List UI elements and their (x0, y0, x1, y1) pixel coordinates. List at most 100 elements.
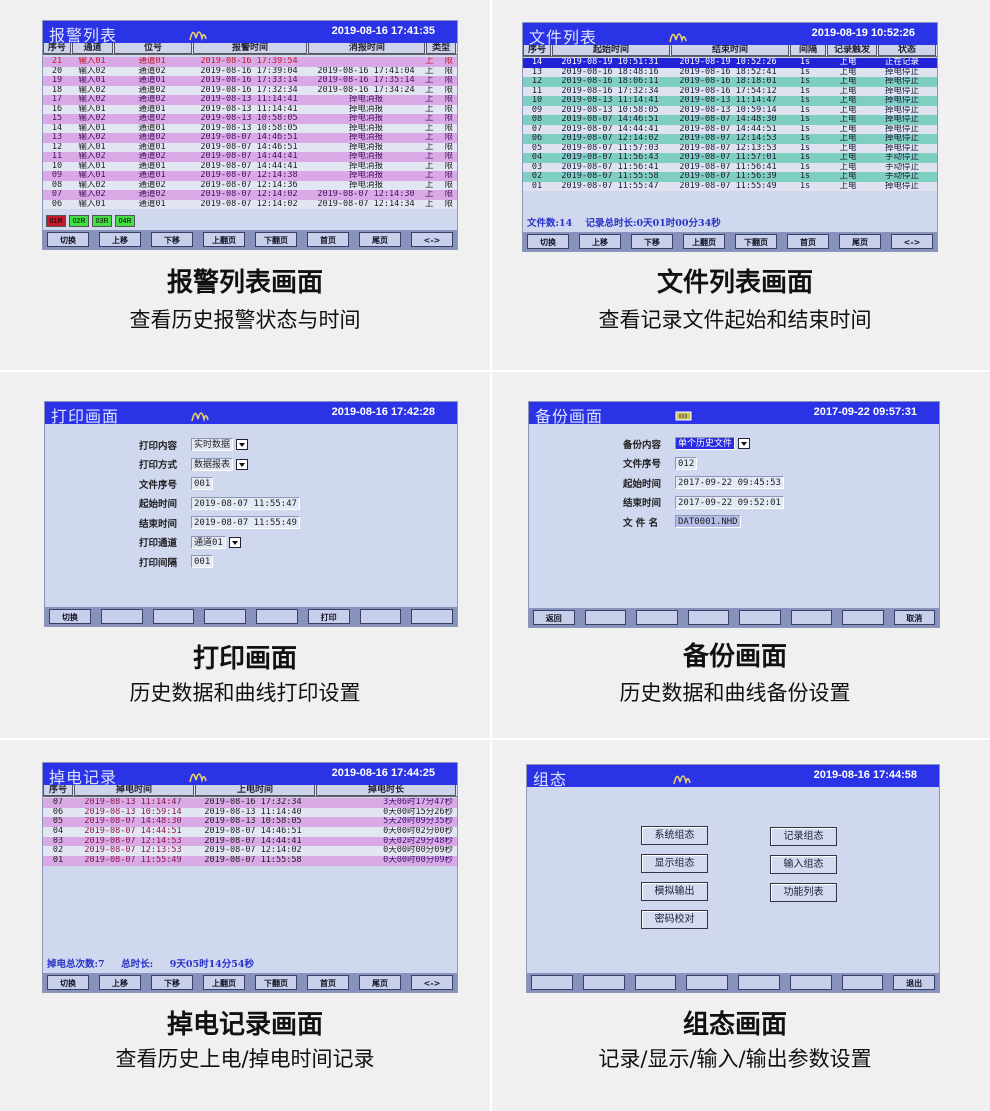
dropdown-arrow-icon[interactable] (236, 458, 249, 470)
column-header[interactable]: 结束时间 (671, 45, 789, 56)
table-row[interactable]: 10 输入01 通道01 2019-08-07 14:44:41 掉电消报 上限 (43, 161, 457, 171)
table-row[interactable]: 20 输入02 通道02 2019-08-16 17:39:04 2019-08-16 … (43, 66, 457, 76)
column-header[interactable]: 起始时间 (552, 45, 670, 56)
table-row[interactable]: 09 输入01 通道01 2019-08-07 12:14:38 掉电消报 上限 (43, 171, 457, 181)
softkey-button-1[interactable]: 切换 (47, 975, 89, 990)
input-field[interactable]: 001 (191, 555, 214, 569)
input-field[interactable]: 2019-08-07 11:55:47 (191, 496, 300, 510)
column-header[interactable]: 掉电时长 (316, 785, 456, 796)
config-menu-button[interactable]: 系统组态 (641, 826, 708, 845)
softkey-button-2[interactable]: 上移 (579, 234, 621, 249)
softkey-button-3[interactable] (636, 610, 678, 625)
config-menu-button[interactable]: 功能列表 (770, 883, 837, 902)
input-field[interactable]: 012 (675, 456, 698, 470)
softkey-button-4[interactable] (204, 609, 246, 624)
softkey-button-6[interactable] (789, 975, 832, 990)
select-field[interactable]: 实时数据 (191, 438, 234, 452)
table-row[interactable]: 05 2019-08-07 14:48:30 2019-08-13 10:58:05… (43, 817, 457, 828)
softkey-button-4[interactable]: 上翻页 (203, 975, 245, 990)
column-header[interactable]: 记录触发 (827, 45, 877, 56)
input-field[interactable]: 001 (191, 477, 214, 491)
column-header[interactable]: 序号 (523, 45, 551, 56)
softkey-button-2[interactable] (582, 975, 625, 990)
softkey-button-5[interactable] (739, 610, 781, 625)
softkey-button-4[interactable] (686, 975, 728, 990)
table-row[interactable]: 10 2019-08-13 11:14:41 2019-08-13 11:14:47… (523, 96, 937, 106)
column-header[interactable]: 位号 (114, 43, 192, 54)
softkey-button-8[interactable]: <-> (411, 975, 453, 990)
softkey-button-5[interactable]: 下翻页 (735, 234, 777, 249)
table-row[interactable]: 06 2019-08-13 10:59:14 2019-08-13 11:14:40… (43, 807, 457, 818)
table-row[interactable]: 11 输入02 通道02 2019-08-07 14:44:41 掉电消报 上限 (43, 152, 457, 162)
softkey-button-2[interactable]: 上移 (99, 975, 141, 990)
softkey-button-8[interactable]: 退出 (893, 975, 935, 990)
column-header[interactable]: 报警时间 (192, 43, 308, 54)
select-field[interactable]: 通道01 (191, 535, 226, 549)
dropdown-arrow-icon[interactable] (236, 439, 249, 451)
config-menu-button[interactable]: 密码校对 (641, 910, 708, 929)
config-menu-button[interactable]: 模拟输出 (641, 882, 708, 901)
softkey-button-2[interactable] (100, 609, 143, 624)
dropdown-arrow-icon[interactable] (738, 438, 751, 450)
column-header[interactable]: 掉电时间 (74, 785, 194, 796)
softkey-button-5[interactable]: 下翻页 (255, 232, 297, 247)
table-row[interactable]: 05 2019-08-07 11:57:03 2019-08-07 12:13:53… (523, 143, 937, 153)
softkey-button-5[interactable] (256, 609, 298, 624)
softkey-button-6[interactable]: 首页 (307, 975, 349, 990)
table-row[interactable]: 06 输入01 通道01 2019-08-07 12:14:02 2019-08-07 … (43, 199, 457, 209)
softkey-button-8[interactable] (411, 609, 453, 624)
table-row[interactable]: 06 2019-08-07 12:14:02 2019-08-07 12:14:53… (523, 134, 937, 144)
softkey-button-1[interactable]: 切换 (47, 232, 89, 247)
table-row[interactable]: 14 输入01 通道01 2019-08-13 10:58:05 掉电消报 上限 (43, 123, 457, 133)
softkey-button-2[interactable] (584, 610, 626, 625)
select-field[interactable]: 单个历史文件 (675, 437, 736, 451)
table-row[interactable]: 12 2019-08-16 18:06:11 2019-08-16 18:18:01… (523, 77, 937, 87)
table-row[interactable]: 14 2019-08-19 10:51:31 2019-08-19 10:52:26… (523, 58, 937, 68)
softkey-button-5[interactable] (738, 975, 780, 990)
softkey-button-4[interactable] (687, 610, 729, 625)
softkey-button-3[interactable]: 下移 (151, 232, 193, 247)
softkey-button-1[interactable] (531, 975, 573, 990)
column-header[interactable]: 状态 (878, 45, 936, 56)
softkey-button-8[interactable]: <-> (891, 234, 933, 249)
input-field[interactable]: 2017-09-22 09:45:53 (675, 476, 784, 490)
table-row[interactable]: 09 2019-08-13 10:58:05 2019-08-13 10:59:14… (523, 105, 937, 115)
softkey-button-8[interactable]: <-> (411, 232, 453, 247)
table-row[interactable]: 21 输入01 通道01 2019-08-16 17:39:54 上限 (43, 57, 457, 67)
softkey-button-3[interactable]: 下移 (151, 975, 193, 990)
table-row[interactable]: 19 输入01 通道01 2019-08-16 17:33:14 2019-08-16 … (43, 76, 457, 86)
softkey-button-6[interactable]: 首页 (307, 232, 349, 247)
table-row[interactable]: 07 2019-08-07 14:44:41 2019-08-07 14:44:51… (523, 124, 937, 134)
table-row[interactable]: 07 2019-08-13 11:14:47 2019-08-16 17:32:34… (43, 798, 457, 808)
softkey-button-4[interactable]: 上翻页 (683, 234, 725, 249)
input-field[interactable]: 2017-09-22 09:52:01 (675, 495, 784, 509)
table-row[interactable]: 03 2019-08-07 12:14:53 2019-08-07 14:44:41… (43, 836, 457, 847)
softkey-button-3[interactable] (634, 975, 677, 990)
softkey-button-7[interactable]: 尾页 (359, 232, 401, 247)
table-row[interactable]: 12 输入01 通道01 2019-08-07 14:46:51 掉电消报 上限 (43, 142, 457, 152)
table-row[interactable]: 03 2019-08-07 11:56:41 2019-08-07 11:56:41… (523, 162, 937, 172)
softkey-button-6[interactable] (790, 610, 832, 625)
softkey-button-1[interactable]: 返回 (533, 610, 575, 625)
config-menu-button[interactable]: 记录组态 (770, 827, 837, 846)
table-row[interactable]: 01 2019-08-07 11:55:47 2019-08-07 11:55:49… (523, 181, 937, 191)
column-header[interactable]: 序号 (43, 785, 73, 796)
config-menu-button[interactable]: 输入组态 (770, 855, 837, 874)
select-field[interactable]: 数据报表 (191, 457, 234, 471)
dropdown-arrow-icon[interactable] (228, 536, 241, 548)
table-row[interactable]: 01 2019-08-07 11:55:49 2019-08-07 11:55:58… (43, 856, 457, 866)
softkey-button-5[interactable]: 下翻页 (255, 975, 297, 990)
table-row[interactable]: 15 输入02 通道02 2019-08-13 10:58:05 掉电消报 上限 (43, 114, 457, 124)
softkey-button-7[interactable] (359, 609, 402, 624)
softkey-button-6[interactable]: 打印 (307, 609, 350, 624)
softkey-button-7[interactable] (842, 610, 884, 625)
config-menu-button[interactable]: 显示组态 (641, 854, 708, 873)
table-row[interactable]: 18 输入02 通道02 2019-08-16 17:32:34 2019-08-16 … (43, 85, 457, 95)
table-row[interactable]: 04 2019-08-07 14:44:51 2019-08-07 14:46:51… (43, 827, 457, 837)
softkey-button-7[interactable]: 尾页 (839, 234, 881, 249)
softkey-button-3[interactable] (152, 609, 195, 624)
table-row[interactable]: 04 2019-08-07 11:56:43 2019-08-07 11:57:01… (523, 153, 937, 163)
softkey-button-6[interactable]: 首页 (787, 234, 829, 249)
softkey-button-1[interactable]: 切换 (527, 234, 569, 249)
column-header[interactable]: 通道 (71, 43, 114, 54)
